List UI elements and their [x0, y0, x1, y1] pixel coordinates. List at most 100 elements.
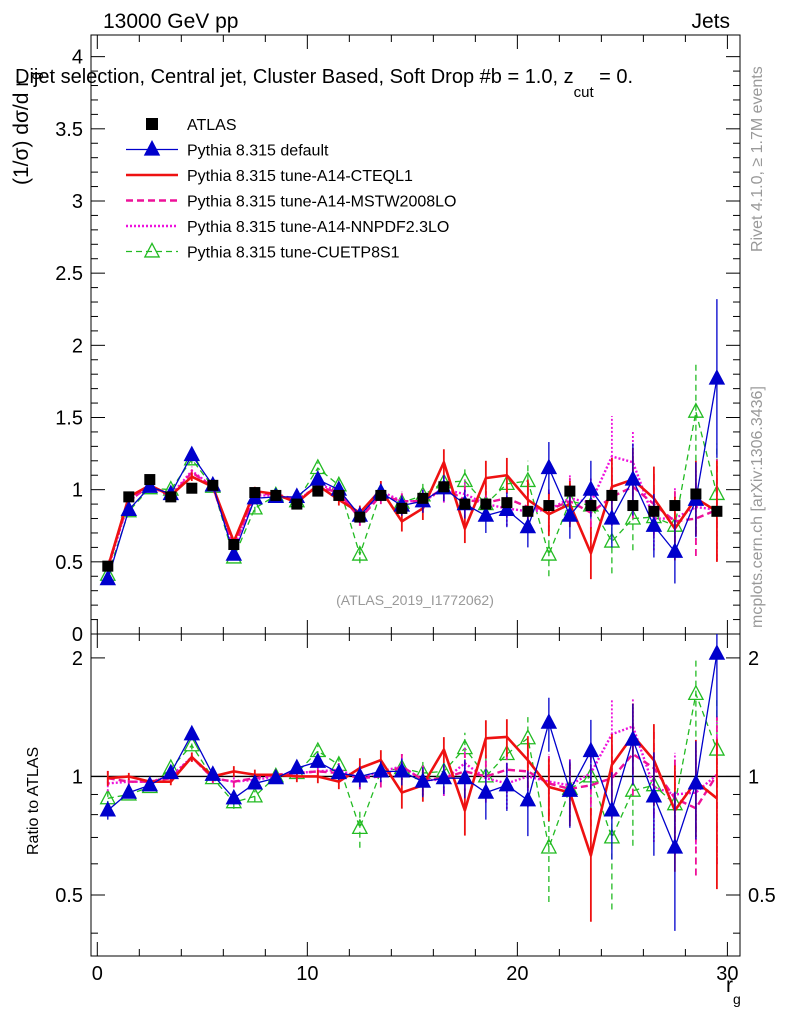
data-point	[312, 485, 324, 497]
legend-label: Pythia 8.315 default	[187, 143, 329, 160]
data-point	[690, 488, 702, 500]
data-point	[627, 500, 639, 512]
data-point	[246, 773, 264, 790]
main-ytick-label: 0	[72, 624, 83, 646]
legend-label: Pythia 8.315 tune-CUETP8S1	[187, 245, 400, 262]
data-point	[708, 369, 726, 385]
ratio-ytick-label: 1	[72, 766, 83, 788]
data-point	[543, 500, 555, 512]
data-point	[183, 724, 201, 741]
data-point	[393, 761, 411, 778]
data-point	[396, 502, 408, 514]
data-point	[645, 786, 663, 803]
ratio-ytick-label: 0.5	[55, 885, 83, 907]
data-point	[540, 713, 558, 729]
data-point	[372, 761, 390, 778]
side-mcplots-label: mcplots.cern.ch [arXiv:1306.3436]	[749, 386, 766, 628]
data-point	[228, 539, 240, 551]
data-point	[669, 500, 681, 512]
legend-marker	[143, 242, 161, 258]
data-point	[204, 765, 222, 781]
data-point	[666, 542, 684, 558]
main-ylabel-sub: g	[27, 72, 43, 80]
data-point	[606, 489, 618, 501]
data-point	[561, 506, 579, 522]
main-ytick-label: 4	[72, 47, 83, 69]
legend: ATLAS Pythia 8.315 default Pythia 8.315 tu…	[126, 117, 456, 262]
data-point	[687, 773, 705, 790]
data-point	[330, 763, 348, 780]
data-point	[645, 516, 663, 532]
legend-swatch	[146, 118, 158, 130]
main-ytick-label: 3.5	[55, 119, 83, 141]
data-point	[291, 498, 303, 510]
data-point	[417, 492, 429, 504]
data-point	[540, 545, 558, 561]
data-point	[648, 505, 660, 517]
data-point	[375, 489, 387, 501]
ratio-xlabel: rg	[726, 974, 741, 1007]
data-point	[603, 509, 621, 525]
main-ylabel: (1/σ) dσ/d rg	[10, 72, 43, 185]
ratio-line-MSTW	[107, 752, 718, 810]
ratio-ytick-label-right: 2	[748, 648, 759, 670]
ratio-line-NNPDF	[107, 725, 718, 796]
data-point	[624, 781, 642, 797]
data-point	[162, 763, 180, 780]
legend-item-CTEQL1: Pythia 8.315 tune-A14-CTEQL1	[126, 168, 413, 185]
main-ytick-label: 1	[72, 480, 83, 502]
main-series-ATLAS	[102, 474, 723, 572]
data-point	[99, 800, 117, 817]
main-ytick-label: 1.5	[55, 407, 83, 429]
main-series-CUETP8S1	[99, 362, 726, 581]
header-process: Jets	[691, 10, 730, 33]
legend-label: ATLAS	[187, 117, 237, 134]
data-point	[351, 545, 369, 561]
main-line-NNPDF	[106, 455, 718, 570]
data-point	[480, 498, 492, 510]
main-line-MSTW	[106, 471, 718, 567]
data-point	[624, 509, 642, 525]
ratio-series-layer	[99, 634, 726, 931]
data-point	[624, 730, 642, 746]
main-ylabel-text: (1/σ) dσ/d r	[10, 80, 33, 185]
data-point	[582, 741, 600, 758]
data-point	[141, 477, 159, 493]
plot-title-main: Dijet selection, Central jet, Cluster Ba…	[15, 66, 574, 88]
data-point	[708, 644, 726, 660]
ratio-ytick-label-right: 1	[748, 766, 759, 788]
ratio-xlabel-text: r	[726, 974, 733, 997]
ratio-axis-ticks: 0.5 0.51 12 20 10 20 30	[55, 634, 776, 985]
main-ytick-label: 2.5	[55, 263, 83, 285]
ratio-xtick-label: 30	[716, 963, 738, 985]
data-point	[540, 458, 558, 475]
data-point	[501, 497, 513, 509]
data-point	[414, 772, 432, 788]
ratio-series-default	[99, 634, 726, 931]
data-point	[207, 479, 219, 491]
ratio-plot-frame	[90, 633, 741, 957]
data-point	[519, 517, 537, 534]
ratio-series-NNPDF	[106, 697, 718, 865]
data-point	[498, 500, 516, 516]
analysis-label: (ATLAS_2019_I1772062)	[336, 592, 494, 608]
ratio-ylabel: Ratio to ATLAS	[25, 747, 42, 855]
data-point	[225, 788, 243, 805]
header-energy: 13000 GeV pp	[103, 10, 238, 33]
legend-item-ATLAS: ATLAS	[146, 117, 237, 134]
data-point	[249, 487, 261, 499]
data-point	[711, 505, 723, 517]
data-point	[351, 818, 369, 835]
data-point	[687, 402, 705, 418]
data-point	[183, 445, 201, 462]
data-point	[99, 569, 117, 586]
legend-marker	[143, 140, 161, 156]
data-point	[519, 790, 537, 807]
data-point	[477, 506, 495, 522]
plot-title: Dijet selection, Central jet, Cluster Ba…	[15, 66, 633, 101]
data-point	[165, 491, 177, 503]
plot-title-sub: cut	[574, 84, 595, 101]
data-point	[120, 783, 138, 799]
data-point	[288, 758, 306, 775]
